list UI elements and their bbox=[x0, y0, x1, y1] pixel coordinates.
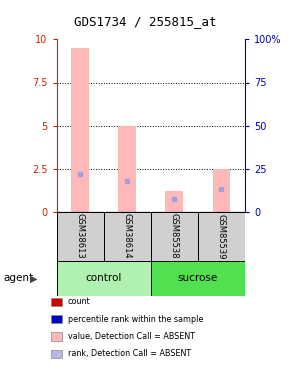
Text: agent: agent bbox=[3, 273, 33, 284]
Bar bbox=[151, 261, 245, 296]
Bar bbox=[57, 212, 104, 261]
Text: rank, Detection Call = ABSENT: rank, Detection Call = ABSENT bbox=[68, 349, 191, 358]
Text: GDS1734 / 255815_at: GDS1734 / 255815_at bbox=[74, 15, 216, 28]
Bar bbox=[71, 48, 89, 212]
Bar bbox=[165, 191, 183, 212]
Bar bbox=[198, 212, 245, 261]
Text: control: control bbox=[86, 273, 122, 284]
Text: value, Detection Call = ABSENT: value, Detection Call = ABSENT bbox=[68, 332, 195, 341]
Text: ▶: ▶ bbox=[30, 273, 37, 284]
Bar bbox=[118, 126, 136, 212]
Text: count: count bbox=[68, 297, 90, 306]
Bar bbox=[57, 261, 151, 296]
Text: GSM38613: GSM38613 bbox=[76, 213, 85, 259]
Text: GSM38614: GSM38614 bbox=[123, 213, 132, 259]
Bar bbox=[213, 169, 231, 212]
Text: GSM85538: GSM85538 bbox=[170, 213, 179, 259]
Text: GSM85539: GSM85539 bbox=[217, 213, 226, 259]
Text: sucrose: sucrose bbox=[178, 273, 218, 284]
Text: percentile rank within the sample: percentile rank within the sample bbox=[68, 315, 203, 324]
Bar bbox=[104, 212, 151, 261]
Bar bbox=[151, 212, 198, 261]
